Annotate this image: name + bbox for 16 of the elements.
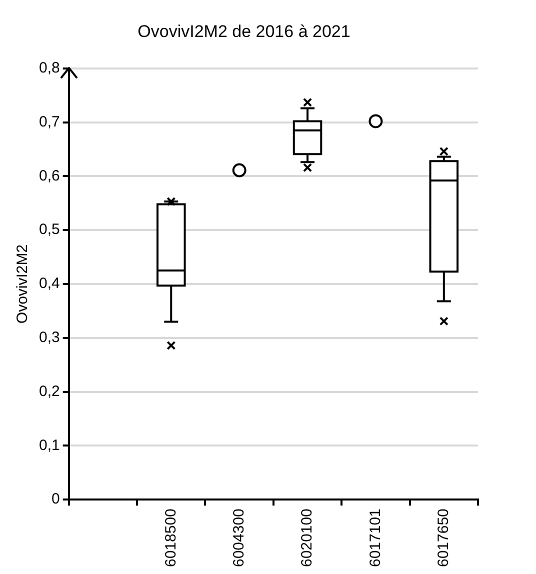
y-tick-label: 0,5: [38, 221, 60, 238]
y-axis-title: OvovivI2M2: [14, 244, 32, 324]
x-tick-label: 6017101: [366, 508, 384, 568]
x-tick-label: 6004300: [230, 508, 248, 568]
y-tick-label: 0,4: [38, 275, 60, 292]
y-tick-label: 0,7: [38, 113, 60, 130]
y-tick-label: 0,2: [38, 382, 60, 400]
y-tick-label: 0,8: [38, 60, 60, 77]
x-tick-label: 6018500: [162, 508, 180, 568]
y-tick-label: 0: [52, 490, 60, 508]
chart-title: OvovivI2M2 de 2016 à 2021: [138, 22, 350, 41]
y-tick-label: 0,1: [38, 436, 60, 454]
x-tick-label: 6020100: [298, 508, 316, 568]
y-tick-label: 0,6: [38, 167, 60, 184]
y-tick-label: 0,3: [38, 329, 60, 346]
x-tick-label: 6017650: [435, 508, 452, 568]
